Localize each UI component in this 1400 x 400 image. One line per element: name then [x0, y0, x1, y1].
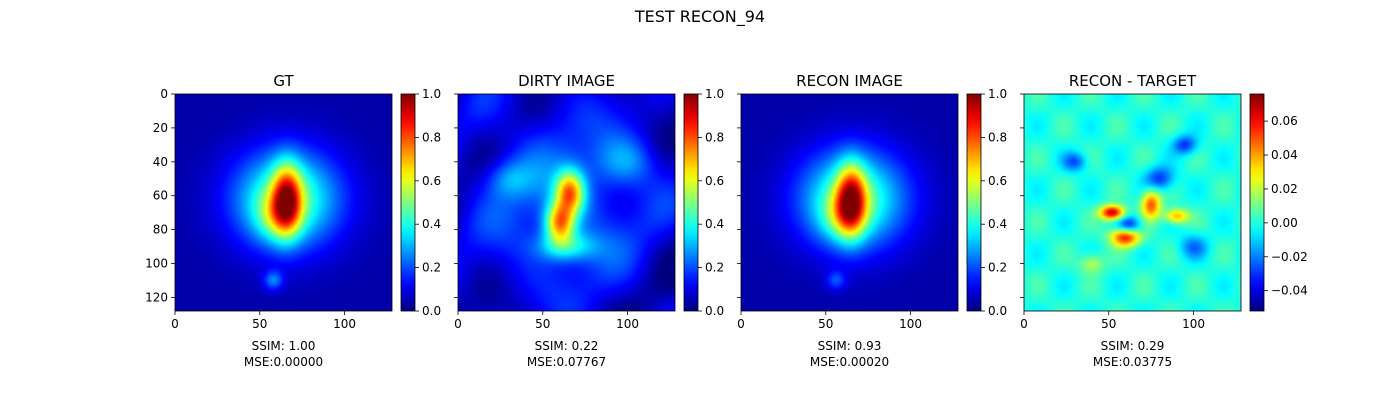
- x-tick-label: 100: [899, 317, 922, 331]
- panel-title: GT: [273, 72, 294, 90]
- panel-caption-line: SSIM: 0.22: [535, 339, 599, 353]
- heatmap-image: [1024, 94, 1241, 311]
- x-tick-label: 100: [1182, 317, 1205, 331]
- colorbar: [400, 93, 416, 312]
- axes-frame: [1023, 93, 1242, 312]
- y-tick-label: 100: [145, 257, 168, 271]
- colorbar-tick-label: 0.02: [1271, 182, 1298, 196]
- colorbar-tick-label: 0.4: [705, 217, 724, 231]
- panel-caption-line: SSIM: 0.29: [1101, 339, 1165, 353]
- panel-1: DIRTY IMAGE 0 50 100 SSIM: 0.22 MSE:0.07767 0.…: [454, 72, 724, 369]
- panel-0: GT 0 50 100 0 20 40 60 80 100 120 SSIM: 1.00 MSE:0.0…: [145, 72, 441, 369]
- panel-caption-line: MSE:0.00000: [244, 355, 323, 369]
- x-tick-label: 50: [535, 317, 550, 331]
- x-tick-label: 0: [171, 317, 179, 331]
- panel-caption-line: MSE:0.07767: [527, 355, 606, 369]
- colorbar-tick-label: −0.04: [1271, 284, 1308, 298]
- colorbar-tick-label: 0.6: [422, 174, 441, 188]
- colorbar-tick-label: 0.06: [1271, 114, 1298, 128]
- colorbar-tick-label: 0.8: [422, 130, 441, 144]
- panel-title: RECON IMAGE: [796, 72, 903, 90]
- x-tick-label: 50: [818, 317, 833, 331]
- y-tick-label: 120: [145, 290, 168, 304]
- axes-frame: [174, 93, 393, 312]
- colorbar-tick-label: 0.2: [422, 261, 441, 275]
- y-tick-label: 0: [160, 87, 168, 101]
- x-tick-label: 100: [333, 317, 356, 331]
- y-tick-label: 20: [153, 121, 168, 135]
- heatmap-image: [175, 94, 392, 311]
- colorbar-tick-label: 1.0: [705, 87, 724, 101]
- colorbar-tick-label: 0.6: [705, 174, 724, 188]
- colorbar: [1249, 93, 1265, 312]
- panel-caption-line: MSE:0.00020: [810, 355, 889, 369]
- axes-frame: [740, 93, 959, 312]
- y-tick-label: 60: [153, 189, 168, 203]
- colorbar-tick-label: 0.4: [988, 217, 1007, 231]
- panel-title: RECON - TARGET: [1069, 72, 1197, 90]
- colorbar-tick-label: 0.0: [422, 304, 441, 318]
- colorbar: [966, 93, 982, 312]
- colorbar-tick-label: 0.0: [705, 304, 724, 318]
- colorbar-tick-label: 1.0: [988, 87, 1007, 101]
- colorbar-tick-label: 0.2: [705, 261, 724, 275]
- heatmap-image: [741, 94, 958, 311]
- colorbar-tick-label: 0.0: [988, 304, 1007, 318]
- colorbar: [683, 93, 699, 312]
- colorbar-tick-label: 1.0: [422, 87, 441, 101]
- x-tick-label: 0: [454, 317, 462, 331]
- x-tick-label: 50: [1101, 317, 1116, 331]
- panels: GT 0 50 100 0 20 40 60 80 100 120 SSIM: 1.00 MSE:0.0…: [145, 72, 1308, 369]
- x-tick-label: 100: [616, 317, 639, 331]
- axes-frame: [457, 93, 676, 312]
- colorbar-tick-label: 0.00: [1271, 216, 1298, 230]
- heatmap-image: [458, 94, 675, 311]
- panel-caption-line: MSE:0.03775: [1093, 355, 1172, 369]
- colorbar-tick-label: 0.04: [1271, 148, 1298, 162]
- colorbar-tick-label: 0.8: [705, 130, 724, 144]
- colorbar-tick-label: 0.6: [988, 174, 1007, 188]
- panel-2: RECON IMAGE 0 50 100 SSIM: 0.93 MSE:0.00020 0.…: [737, 72, 1007, 369]
- colorbar-tick-label: 0.4: [422, 217, 441, 231]
- panel-title: DIRTY IMAGE: [518, 72, 615, 90]
- colorbar-tick-label: 0.8: [988, 130, 1007, 144]
- x-tick-label: 0: [1020, 317, 1028, 331]
- y-tick-label: 80: [153, 223, 168, 237]
- colorbar-tick-label: 0.2: [988, 261, 1007, 275]
- panel-3: RECON - TARGET 0 50 100 SSIM: 0.29 MSE:0.0377…: [1020, 72, 1308, 369]
- y-tick-label: 40: [153, 155, 168, 169]
- x-tick-label: 0: [737, 317, 745, 331]
- panel-caption-line: SSIM: 0.93: [818, 339, 882, 353]
- x-tick-label: 50: [252, 317, 267, 331]
- figure-suptitle: TEST RECON_94: [634, 7, 765, 27]
- colorbar-tick-label: −0.02: [1271, 250, 1308, 264]
- panel-caption-line: SSIM: 1.00: [252, 339, 316, 353]
